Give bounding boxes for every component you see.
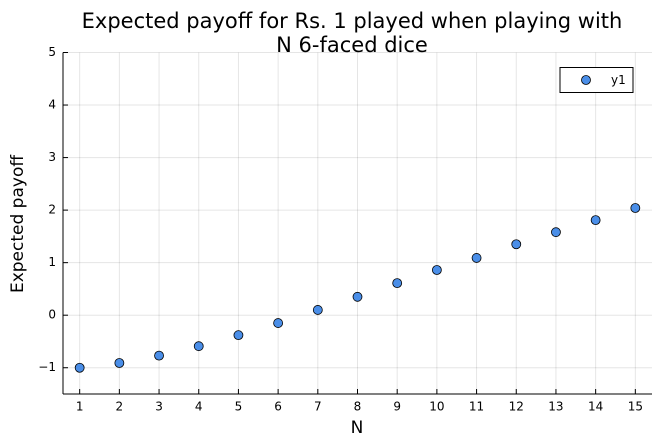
x-tick-label: 1 (76, 400, 84, 414)
x-tick-label: 10 (429, 400, 444, 414)
y-tick-label: −1 (38, 360, 56, 374)
y-tick-label: 5 (48, 45, 56, 59)
y-tick-label: 4 (48, 98, 56, 112)
y-tick-label: 3 (48, 150, 56, 164)
y-tick-label: 1 (48, 255, 56, 269)
x-tick-label: 2 (116, 400, 124, 414)
point (392, 278, 403, 289)
legend-marker (581, 75, 591, 85)
point (312, 305, 323, 315)
x-tick-label: 3 (155, 400, 163, 414)
point (154, 350, 164, 361)
x-tick-label: 11 (469, 400, 484, 414)
legend-box (559, 67, 634, 93)
x-tick-label: 13 (548, 400, 563, 414)
point (431, 265, 442, 275)
point (551, 227, 561, 238)
x-tick-label: 14 (588, 400, 603, 414)
point (352, 291, 363, 302)
x-tick-label: 5 (235, 400, 243, 414)
point (511, 239, 522, 250)
x-tick-label: 6 (274, 400, 282, 414)
point (74, 362, 85, 373)
chart-title: N 6-faced dice (276, 33, 428, 57)
point (590, 215, 601, 225)
x-tick-label: 12 (509, 400, 524, 414)
x-tick-label: 4 (195, 400, 203, 414)
x-tick-label: 8 (354, 400, 362, 414)
y-axis-label: Expected payoff (8, 154, 28, 293)
x-tick-label: 9 (393, 400, 401, 414)
x-tick-label: 15 (628, 400, 643, 414)
legend-label: y1 (611, 73, 626, 87)
point (471, 253, 482, 263)
point (273, 318, 284, 328)
y-tick-label: 2 (48, 203, 56, 217)
chart-title: Expected payoff for Rs. 1 played when pl… (82, 9, 623, 33)
y-tick-label: 0 (48, 308, 56, 322)
x-tick-label: 7 (314, 400, 322, 414)
point (630, 203, 641, 213)
point (114, 358, 125, 368)
point (193, 341, 204, 352)
point (233, 330, 244, 341)
x-axis-label: N (351, 418, 364, 438)
